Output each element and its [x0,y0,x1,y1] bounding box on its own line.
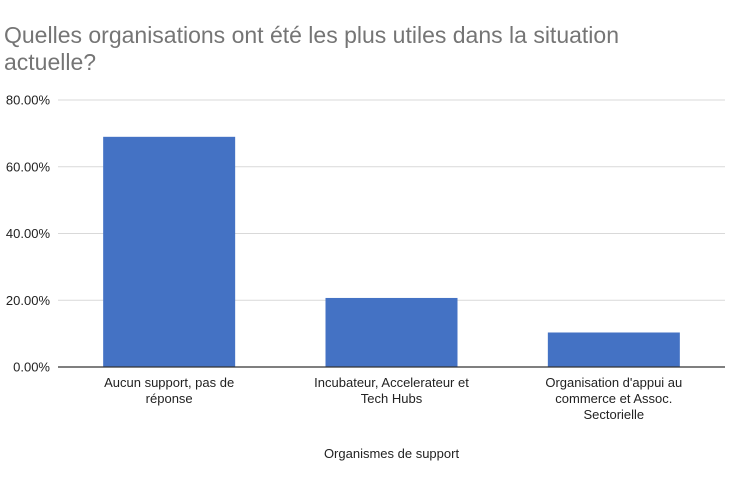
y-axis-tick-labels: 0.00% 20.00% 40.00% 60.00% 80.00% [6,93,51,375]
x-category-label-line: Tech Hubs [361,391,423,406]
chart-title: Quelles organisations ont été les plus u… [4,22,619,75]
x-category-label-line: Aucun support, pas de [104,375,234,390]
x-axis-category-labels: Aucun support, pas de réponse Incubateur, … [104,375,682,422]
x-category-label-line: Incubateur, Accelerateur et [314,375,469,390]
bars [103,136,680,367]
x-axis-title: Organismes de support [324,446,460,461]
y-tick-label: 20.00% [6,293,51,308]
bar [325,297,458,367]
x-category-label-line: commerce et Assoc. [555,391,672,406]
y-tick-label: 60.00% [6,159,51,174]
x-category-label-line: réponse [146,391,193,406]
x-category-label-line: Sectorielle [583,407,644,422]
bar [547,332,680,367]
y-tick-label: 0.00% [13,360,50,375]
y-tick-label: 40.00% [6,226,51,241]
y-tick-label: 80.00% [6,93,51,108]
bar [103,136,236,367]
x-category-label: Aucun support, pas de réponse [104,375,234,406]
x-category-label-line: Organisation d'appui au [545,375,682,390]
x-category-label: Organisation d'appui au commerce et Assoc… [545,375,682,422]
x-category-label: Incubateur, Accelerateur et Tech Hubs [314,375,469,406]
